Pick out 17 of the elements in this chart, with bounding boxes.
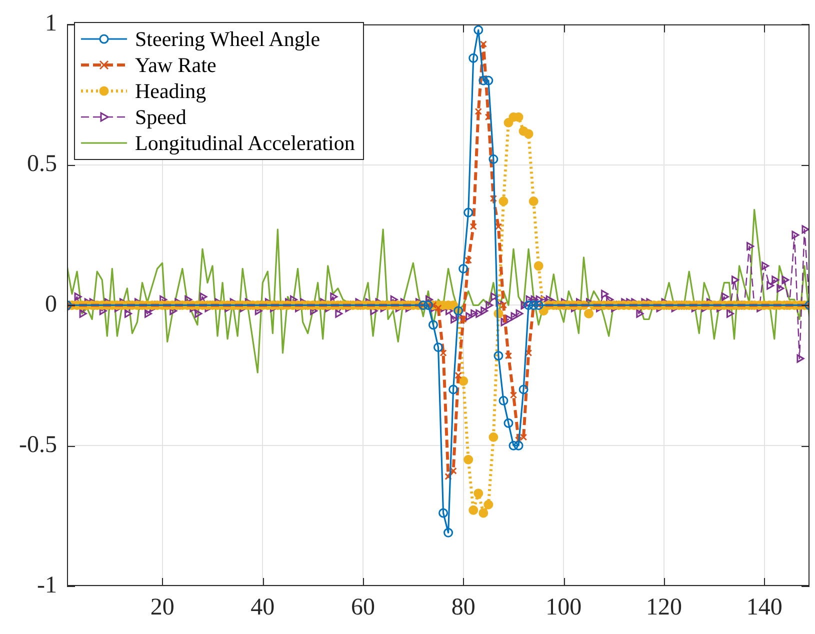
legend-label: Heading <box>135 78 206 104</box>
y-tick-label: 0.5 <box>27 151 57 178</box>
y-tick-label: -1 <box>37 572 57 598</box>
legend-label: Longitudinal Acceleration <box>135 130 355 156</box>
y-tick-label: -0.5 <box>19 432 57 458</box>
x-tick-label: 80 <box>451 594 476 621</box>
y-tick-label: 1 <box>45 10 57 37</box>
x-tick-label: 60 <box>350 594 375 621</box>
legend-label: Speed <box>135 104 186 130</box>
y-tick-label: 0 <box>45 291 57 318</box>
legend-label: Yaw Rate <box>135 52 216 78</box>
x-tick-label: 120 <box>646 594 682 621</box>
x-tick-label: 140 <box>746 594 782 621</box>
x-tick-label: 20 <box>150 594 174 621</box>
legend-label: Steering Wheel Angle <box>135 26 320 52</box>
x-tick-label: 100 <box>546 594 582 621</box>
x-tick-label: 40 <box>250 594 275 621</box>
